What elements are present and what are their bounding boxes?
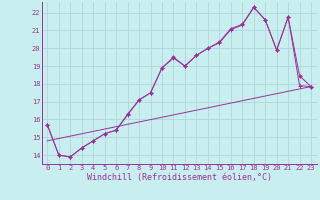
X-axis label: Windchill (Refroidissement éolien,°C): Windchill (Refroidissement éolien,°C) [87, 173, 272, 182]
